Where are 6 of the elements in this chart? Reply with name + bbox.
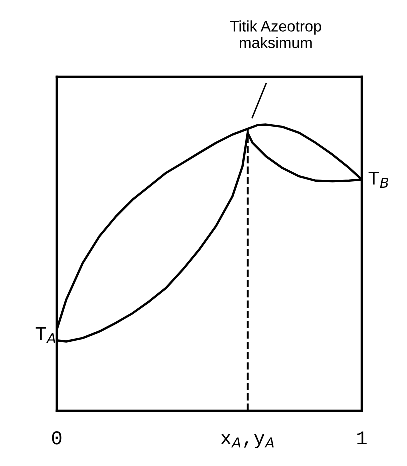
text: Titik Azeotrop maksimum <box>230 20 322 48</box>
annotation: T$_{A}$ <box>36 327 56 344</box>
annotation: T$_{B}$ <box>368 172 388 188</box>
x-tick-label: x$_{A}$,y$_{A}$ <box>221 434 274 448</box>
x-tick-label: 1 <box>358 432 367 445</box>
x-tick-label: 0 <box>52 432 62 445</box>
